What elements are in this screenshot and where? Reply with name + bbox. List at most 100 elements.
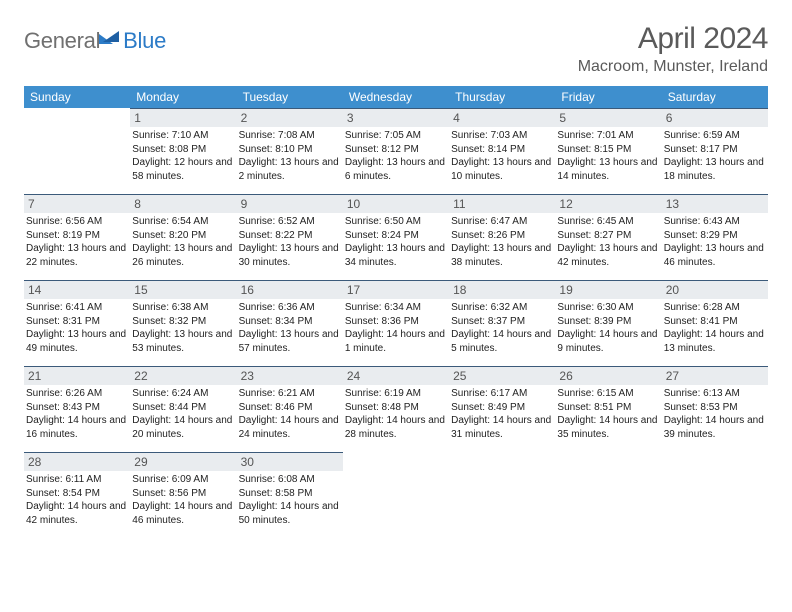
sunset-text: Sunset: 8:20 PM bbox=[132, 229, 232, 243]
calendar-day-cell: 17Sunrise: 6:34 AMSunset: 8:36 PMDayligh… bbox=[343, 280, 449, 366]
sunrise-text: Sunrise: 6:13 AM bbox=[664, 387, 764, 401]
day-info: Sunrise: 6:09 AMSunset: 8:56 PMDaylight:… bbox=[130, 471, 236, 529]
sunrise-text: Sunrise: 6:41 AM bbox=[26, 301, 126, 315]
day-info: Sunrise: 7:05 AMSunset: 8:12 PMDaylight:… bbox=[343, 127, 449, 185]
sunrise-text: Sunrise: 6:45 AM bbox=[557, 215, 657, 229]
daylight-text: Daylight: 13 hours and 49 minutes. bbox=[26, 328, 126, 355]
day-number: 30 bbox=[237, 452, 343, 471]
sunrise-text: Sunrise: 6:11 AM bbox=[26, 473, 126, 487]
day-info: Sunrise: 6:08 AMSunset: 8:58 PMDaylight:… bbox=[237, 471, 343, 529]
day-number: 28 bbox=[24, 452, 130, 471]
day-number bbox=[343, 452, 449, 471]
daylight-text: Daylight: 13 hours and 22 minutes. bbox=[26, 242, 126, 269]
sunset-text: Sunset: 8:12 PM bbox=[345, 143, 445, 157]
calendar-week-row: 28Sunrise: 6:11 AMSunset: 8:54 PMDayligh… bbox=[24, 452, 768, 538]
daylight-text: Daylight: 12 hours and 58 minutes. bbox=[132, 156, 232, 183]
day-info: Sunrise: 6:13 AMSunset: 8:53 PMDaylight:… bbox=[662, 385, 768, 443]
sunset-text: Sunset: 8:27 PM bbox=[557, 229, 657, 243]
sunrise-text: Sunrise: 6:19 AM bbox=[345, 387, 445, 401]
daylight-text: Daylight: 13 hours and 26 minutes. bbox=[132, 242, 232, 269]
calendar-day-cell: 18Sunrise: 6:32 AMSunset: 8:37 PMDayligh… bbox=[449, 280, 555, 366]
day-number: 1 bbox=[130, 108, 236, 127]
day-number: 18 bbox=[449, 280, 555, 299]
daylight-text: Daylight: 14 hours and 31 minutes. bbox=[451, 414, 551, 441]
calendar-day-cell bbox=[24, 108, 130, 194]
sunrise-text: Sunrise: 6:28 AM bbox=[664, 301, 764, 315]
day-info: Sunrise: 6:26 AMSunset: 8:43 PMDaylight:… bbox=[24, 385, 130, 443]
daylight-text: Daylight: 14 hours and 24 minutes. bbox=[239, 414, 339, 441]
sunset-text: Sunset: 8:39 PM bbox=[557, 315, 657, 329]
calendar-body: 1Sunrise: 7:10 AMSunset: 8:08 PMDaylight… bbox=[24, 108, 768, 538]
sunrise-text: Sunrise: 6:43 AM bbox=[664, 215, 764, 229]
brand-logo: General Blue bbox=[24, 28, 166, 54]
day-info: Sunrise: 6:38 AMSunset: 8:32 PMDaylight:… bbox=[130, 299, 236, 357]
weekday-header-row: SundayMondayTuesdayWednesdayThursdayFrid… bbox=[24, 86, 768, 108]
sunset-text: Sunset: 8:31 PM bbox=[26, 315, 126, 329]
day-info: Sunrise: 6:59 AMSunset: 8:17 PMDaylight:… bbox=[662, 127, 768, 185]
day-number: 22 bbox=[130, 366, 236, 385]
day-number bbox=[662, 452, 768, 471]
daylight-text: Daylight: 13 hours and 18 minutes. bbox=[664, 156, 764, 183]
day-info: Sunrise: 6:32 AMSunset: 8:37 PMDaylight:… bbox=[449, 299, 555, 357]
day-number bbox=[555, 452, 661, 471]
day-number: 23 bbox=[237, 366, 343, 385]
sunrise-text: Sunrise: 6:15 AM bbox=[557, 387, 657, 401]
sunset-text: Sunset: 8:49 PM bbox=[451, 401, 551, 415]
day-number: 24 bbox=[343, 366, 449, 385]
weekday-header: Sunday bbox=[24, 86, 130, 108]
sunrise-text: Sunrise: 6:50 AM bbox=[345, 215, 445, 229]
calendar-day-cell: 2Sunrise: 7:08 AMSunset: 8:10 PMDaylight… bbox=[237, 108, 343, 194]
sunrise-text: Sunrise: 6:56 AM bbox=[26, 215, 126, 229]
day-info: Sunrise: 7:10 AMSunset: 8:08 PMDaylight:… bbox=[130, 127, 236, 185]
daylight-text: Daylight: 14 hours and 5 minutes. bbox=[451, 328, 551, 355]
month-title: April 2024 bbox=[578, 22, 768, 56]
sunset-text: Sunset: 8:34 PM bbox=[239, 315, 339, 329]
calendar-day-cell: 1Sunrise: 7:10 AMSunset: 8:08 PMDaylight… bbox=[130, 108, 236, 194]
day-info: Sunrise: 6:15 AMSunset: 8:51 PMDaylight:… bbox=[555, 385, 661, 443]
day-number: 20 bbox=[662, 280, 768, 299]
calendar-day-cell: 25Sunrise: 6:17 AMSunset: 8:49 PMDayligh… bbox=[449, 366, 555, 452]
day-number: 3 bbox=[343, 108, 449, 127]
day-number: 26 bbox=[555, 366, 661, 385]
calendar-day-cell: 29Sunrise: 6:09 AMSunset: 8:56 PMDayligh… bbox=[130, 452, 236, 538]
day-number: 16 bbox=[237, 280, 343, 299]
day-number: 7 bbox=[24, 194, 130, 213]
calendar-day-cell: 8Sunrise: 6:54 AMSunset: 8:20 PMDaylight… bbox=[130, 194, 236, 280]
day-number: 17 bbox=[343, 280, 449, 299]
sunset-text: Sunset: 8:36 PM bbox=[345, 315, 445, 329]
sunset-text: Sunset: 8:44 PM bbox=[132, 401, 232, 415]
calendar-week-row: 7Sunrise: 6:56 AMSunset: 8:19 PMDaylight… bbox=[24, 194, 768, 280]
day-info: Sunrise: 6:28 AMSunset: 8:41 PMDaylight:… bbox=[662, 299, 768, 357]
sunset-text: Sunset: 8:43 PM bbox=[26, 401, 126, 415]
sunrise-text: Sunrise: 6:47 AM bbox=[451, 215, 551, 229]
sunset-text: Sunset: 8:41 PM bbox=[664, 315, 764, 329]
daylight-text: Daylight: 13 hours and 10 minutes. bbox=[451, 156, 551, 183]
calendar-day-cell: 4Sunrise: 7:03 AMSunset: 8:14 PMDaylight… bbox=[449, 108, 555, 194]
sunrise-text: Sunrise: 6:30 AM bbox=[557, 301, 657, 315]
weekday-header: Monday bbox=[130, 86, 236, 108]
day-number: 11 bbox=[449, 194, 555, 213]
day-number: 25 bbox=[449, 366, 555, 385]
day-info: Sunrise: 6:41 AMSunset: 8:31 PMDaylight:… bbox=[24, 299, 130, 357]
day-number bbox=[449, 452, 555, 471]
calendar-day-cell: 19Sunrise: 6:30 AMSunset: 8:39 PMDayligh… bbox=[555, 280, 661, 366]
sunrise-text: Sunrise: 6:24 AM bbox=[132, 387, 232, 401]
day-number: 19 bbox=[555, 280, 661, 299]
daylight-text: Daylight: 13 hours and 53 minutes. bbox=[132, 328, 232, 355]
daylight-text: Daylight: 14 hours and 35 minutes. bbox=[557, 414, 657, 441]
brand-part1: General bbox=[24, 28, 100, 54]
sunset-text: Sunset: 8:56 PM bbox=[132, 487, 232, 501]
sunrise-text: Sunrise: 6:34 AM bbox=[345, 301, 445, 315]
day-info: Sunrise: 6:17 AMSunset: 8:49 PMDaylight:… bbox=[449, 385, 555, 443]
daylight-text: Daylight: 14 hours and 28 minutes. bbox=[345, 414, 445, 441]
weekday-header: Tuesday bbox=[237, 86, 343, 108]
day-number: 6 bbox=[662, 108, 768, 127]
daylight-text: Daylight: 13 hours and 42 minutes. bbox=[557, 242, 657, 269]
daylight-text: Daylight: 13 hours and 14 minutes. bbox=[557, 156, 657, 183]
calendar-week-row: 21Sunrise: 6:26 AMSunset: 8:43 PMDayligh… bbox=[24, 366, 768, 452]
day-info: Sunrise: 7:01 AMSunset: 8:15 PMDaylight:… bbox=[555, 127, 661, 185]
calendar-day-cell: 14Sunrise: 6:41 AMSunset: 8:31 PMDayligh… bbox=[24, 280, 130, 366]
calendar-day-cell bbox=[343, 452, 449, 538]
sunset-text: Sunset: 8:24 PM bbox=[345, 229, 445, 243]
daylight-text: Daylight: 14 hours and 20 minutes. bbox=[132, 414, 232, 441]
